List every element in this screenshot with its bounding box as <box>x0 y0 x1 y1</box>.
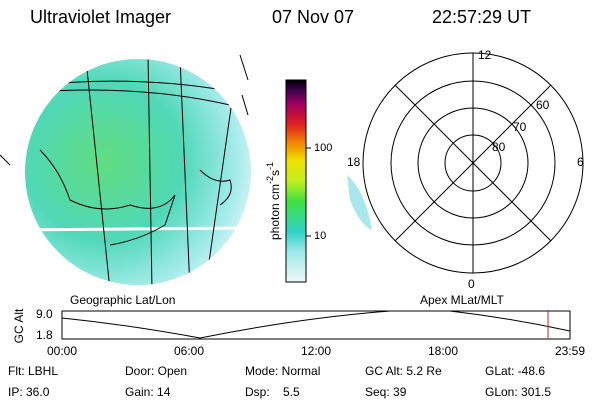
timeline <box>61 310 571 340</box>
lat-label: 80 <box>492 140 506 154</box>
lat-label: 70 <box>513 120 527 134</box>
status-field: Mode: Normal <box>245 364 320 378</box>
mlt-label: 6 <box>577 155 584 169</box>
title: Ultraviolet Imager <box>30 7 171 27</box>
mlt-label: 12 <box>478 48 492 62</box>
exponent: -2 <box>265 176 275 184</box>
status-field: GLon: 301.5 <box>485 385 551 399</box>
exponent: -1 <box>265 162 275 170</box>
status-field: Dsp: 5.5 <box>245 385 300 399</box>
time: 22:57:29 UT <box>432 7 531 27</box>
status-field: Seq: 39 <box>365 385 407 399</box>
panel-label: Geographic Lat/Lon <box>70 293 175 307</box>
status-field: GC Alt: 5.2 Re <box>365 364 442 378</box>
date: 07 Nov 07 <box>272 7 354 27</box>
lat-label: 60 <box>536 98 550 112</box>
status-field: Flt: LBHL <box>8 364 58 378</box>
status-field: IP: 36.0 <box>8 385 50 399</box>
colorbar <box>285 79 311 283</box>
status-field: GLat: -48.6 <box>485 364 545 378</box>
timeline-x-label: 12:00 <box>301 344 331 358</box>
mlt-label: 18 <box>347 155 361 169</box>
status-field: Door: Open <box>125 364 187 378</box>
panel-label: Apex MLat/MLT <box>420 293 504 307</box>
unit: s <box>268 170 282 176</box>
mlt-label: 0 <box>468 277 475 291</box>
unit: photon cm <box>268 184 282 240</box>
timeline-axis-label: GC Alt <box>12 308 26 343</box>
colorbar-label: photon cm-2s-1 <box>265 162 282 240</box>
colorbar-tick: 100 <box>314 142 332 154</box>
timeline-y-label: 9.0 <box>36 307 53 321</box>
status-field: Gain: 14 <box>125 385 171 399</box>
timeline-x-label: 18:00 <box>428 344 458 358</box>
polar-grid <box>347 52 584 274</box>
timeline-x-label: 00:00 <box>47 344 77 358</box>
timeline-x-label: 23:59 <box>555 344 585 358</box>
timeline-x-label: 06:00 <box>174 344 204 358</box>
colorbar-tick: 10 <box>314 230 326 242</box>
timeline-y-label: 1.8 <box>36 328 53 342</box>
globe-image <box>0 54 251 285</box>
